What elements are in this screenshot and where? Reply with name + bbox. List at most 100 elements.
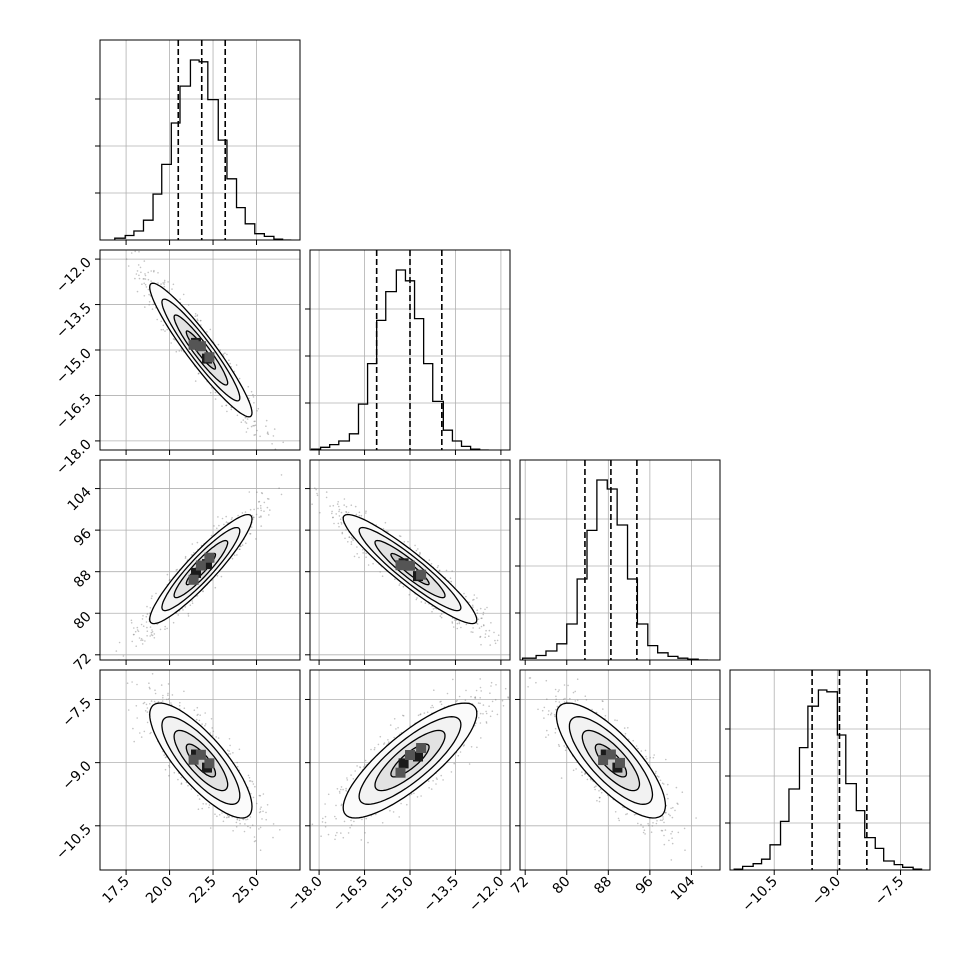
sample-point bbox=[267, 498, 269, 500]
sample-point bbox=[231, 409, 233, 411]
sample-point bbox=[174, 772, 176, 774]
sample-point bbox=[210, 329, 212, 331]
sample-point bbox=[451, 570, 453, 572]
sample-point bbox=[340, 518, 342, 520]
panel-content bbox=[734, 670, 921, 870]
sample-point bbox=[161, 329, 163, 331]
sample-point bbox=[224, 816, 226, 818]
sample-point bbox=[275, 452, 277, 454]
sample-point bbox=[480, 644, 482, 646]
sample-point bbox=[407, 541, 409, 543]
sample-point bbox=[241, 421, 243, 423]
sample-point bbox=[256, 491, 258, 493]
sample-point bbox=[215, 587, 217, 589]
sample-point bbox=[239, 549, 241, 551]
sample-point bbox=[146, 635, 148, 637]
panel-r3-c3 bbox=[730, 670, 930, 870]
sample-point bbox=[226, 354, 228, 356]
sample-point bbox=[225, 516, 227, 518]
sample-point bbox=[476, 597, 478, 599]
sample-point bbox=[237, 415, 239, 417]
sample-point bbox=[425, 602, 427, 604]
sample-point bbox=[212, 735, 214, 737]
density-peak-bin bbox=[405, 561, 415, 571]
sample-point bbox=[365, 510, 367, 512]
sample-point bbox=[281, 494, 283, 496]
sample-point bbox=[486, 607, 488, 609]
sample-point bbox=[249, 491, 251, 493]
sample-point bbox=[480, 618, 482, 620]
sample-point bbox=[163, 283, 165, 285]
sample-point bbox=[265, 819, 267, 821]
panel-r1-c0 bbox=[100, 250, 300, 453]
sample-point bbox=[185, 557, 187, 559]
sample-point bbox=[221, 405, 223, 407]
sample-point bbox=[252, 394, 254, 396]
sample-point bbox=[365, 556, 367, 558]
sample-point bbox=[338, 526, 340, 528]
sample-point bbox=[181, 350, 183, 352]
sample-point bbox=[258, 501, 260, 503]
sample-point bbox=[217, 516, 219, 518]
sample-point bbox=[141, 736, 143, 738]
sample-point bbox=[148, 304, 150, 306]
sample-point bbox=[466, 624, 468, 626]
sample-point bbox=[176, 569, 178, 571]
density-peak-bin bbox=[416, 570, 426, 580]
sample-point bbox=[138, 251, 140, 253]
sample-point bbox=[534, 677, 536, 679]
sample-point bbox=[147, 711, 149, 713]
sample-point bbox=[239, 823, 241, 825]
sample-point bbox=[148, 279, 150, 281]
sample-point bbox=[210, 827, 212, 829]
panel-r0-c0 bbox=[100, 40, 300, 240]
sample-point bbox=[146, 606, 148, 608]
sample-point bbox=[170, 702, 172, 704]
sample-point bbox=[260, 516, 262, 518]
sample-point bbox=[463, 593, 465, 595]
sample-point bbox=[144, 702, 146, 704]
sample-point bbox=[145, 710, 147, 712]
panel-content bbox=[115, 40, 292, 240]
sample-point bbox=[261, 818, 263, 820]
sample-point bbox=[196, 315, 198, 317]
histogram-step bbox=[312, 270, 489, 450]
sample-point bbox=[385, 522, 387, 524]
sample-point bbox=[131, 620, 133, 622]
sample-point bbox=[356, 553, 358, 555]
sample-point bbox=[253, 425, 255, 427]
sample-point bbox=[179, 350, 181, 352]
sample-point bbox=[488, 635, 490, 637]
sample-point bbox=[141, 283, 143, 285]
sample-point bbox=[271, 443, 273, 445]
sample-point bbox=[150, 607, 152, 609]
sample-point bbox=[192, 543, 194, 545]
sample-point bbox=[128, 265, 130, 267]
sample-point bbox=[169, 580, 171, 582]
sample-point bbox=[149, 301, 151, 303]
sample-point bbox=[173, 284, 175, 286]
sample-point bbox=[439, 570, 441, 572]
sample-point bbox=[182, 609, 184, 611]
sample-point bbox=[457, 628, 459, 630]
sample-point bbox=[147, 630, 149, 632]
sample-point bbox=[247, 826, 249, 828]
sample-point bbox=[127, 682, 129, 684]
sample-point bbox=[213, 525, 215, 527]
panel-frame bbox=[730, 670, 930, 870]
sample-point bbox=[470, 631, 472, 633]
sample-point bbox=[215, 398, 217, 400]
sample-point bbox=[387, 531, 389, 533]
sample-point bbox=[144, 731, 146, 733]
sample-point bbox=[164, 626, 166, 628]
sample-point bbox=[255, 840, 257, 842]
sample-point bbox=[478, 618, 480, 620]
sample-point bbox=[250, 827, 252, 829]
sample-point bbox=[258, 408, 260, 410]
sample-point bbox=[135, 631, 137, 633]
sample-point bbox=[135, 645, 137, 647]
sample-point bbox=[152, 631, 154, 633]
sample-point bbox=[216, 816, 218, 818]
sample-point bbox=[253, 509, 255, 511]
